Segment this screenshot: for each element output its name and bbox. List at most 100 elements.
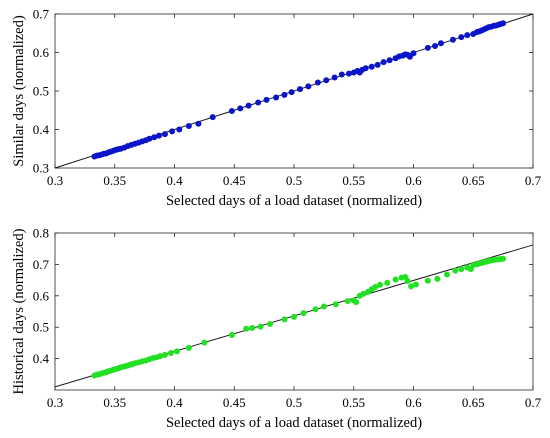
data-point	[404, 278, 411, 285]
y-axis-label: Similar days (normalized)	[11, 15, 27, 167]
data-point	[249, 324, 256, 331]
y-tick-label: 0.3	[33, 161, 49, 176]
data-point	[255, 99, 262, 106]
x-tick-label: 0.35	[103, 173, 126, 188]
data-point	[201, 339, 208, 346]
y-tick-label: 0.8	[33, 226, 49, 241]
data-point	[345, 70, 352, 77]
data-point	[323, 77, 330, 84]
y-tick-label: 0.4	[33, 351, 50, 366]
data-point	[408, 283, 415, 290]
data-point	[185, 123, 192, 130]
y-tick-label: 0.7	[33, 7, 50, 22]
data-point	[332, 301, 339, 308]
data-point	[500, 20, 507, 27]
data-point	[452, 267, 459, 274]
data-point	[257, 323, 264, 330]
x-tick-label: 0.6	[405, 395, 422, 410]
data-point	[167, 349, 174, 356]
data-point	[281, 316, 288, 323]
data-point	[155, 132, 162, 139]
x-tick-label: 0.3	[47, 395, 63, 410]
data-point	[374, 61, 381, 68]
data-point	[161, 131, 168, 138]
data-point	[157, 353, 164, 360]
data-point	[267, 321, 274, 328]
similar-days-scatter-panel: 0.3 0.35 0.4 0.45 0.5 0.55 0.6 0.65 0.7 0.3 0.4 0.5…	[11, 7, 542, 210]
data-point	[146, 135, 153, 142]
y-tick-label: 0.6	[33, 45, 50, 60]
x-tick-label: 0.45	[223, 395, 246, 410]
data-point	[320, 303, 327, 310]
data-point	[185, 344, 192, 351]
x-tick-label: 0.6	[405, 173, 422, 188]
data-point	[312, 306, 319, 313]
x-tick-label: 0.4	[166, 395, 183, 410]
data-point	[176, 126, 183, 133]
data-point	[161, 351, 168, 358]
data-point	[245, 102, 252, 109]
x-tick-label: 0.65	[462, 173, 485, 188]
x-tick-label: 0.55	[342, 395, 365, 410]
data-point	[380, 59, 387, 66]
x-tick-label: 0.3	[47, 173, 63, 188]
x-tick-label: 0.5	[286, 395, 302, 410]
data-point	[372, 284, 379, 291]
data-point	[243, 325, 250, 332]
data-point	[291, 313, 297, 320]
data-point	[458, 266, 465, 273]
data-point	[288, 89, 295, 96]
data-point	[263, 96, 270, 103]
data-point	[434, 275, 441, 282]
data-point	[458, 34, 465, 41]
data-point	[209, 114, 216, 121]
data-point	[392, 276, 399, 283]
data-point	[464, 32, 471, 39]
data-point	[237, 105, 244, 112]
data-point	[368, 63, 375, 70]
data-point	[151, 134, 158, 141]
x-tick-label: 0.4	[166, 173, 183, 188]
data-point	[437, 40, 444, 47]
data-point	[432, 42, 439, 49]
historical-days-scatter-panel: 0.3 0.35 0.4 0.45 0.5 0.55 0.6 0.65 0.7 0.4 0.5 0.6…	[11, 226, 542, 432]
data-point	[296, 86, 303, 93]
x-tick-label: 0.5	[286, 173, 302, 188]
x-axis-label: Selected days of a load dataset (normali…	[166, 415, 422, 431]
data-point	[443, 271, 450, 278]
x-tick-label: 0.55	[342, 173, 365, 188]
data-point	[273, 94, 280, 101]
y-tick-label: 0.5	[33, 84, 49, 99]
y-tick-label: 0.4	[33, 122, 50, 137]
data-point	[424, 277, 431, 284]
x-axis-label: Selected days of a load dataset (normali…	[166, 193, 422, 209]
x-tick-label: 0.45	[223, 173, 246, 188]
data-point	[305, 83, 312, 90]
data-point	[314, 79, 321, 86]
data-point	[338, 71, 345, 78]
data-point	[362, 65, 369, 72]
data-point	[228, 108, 235, 115]
x-tick-label: 0.7	[525, 173, 542, 188]
data-point	[449, 36, 456, 43]
data-point	[384, 279, 391, 286]
data-point	[377, 281, 384, 288]
data-point	[360, 290, 367, 297]
y-tick-label: 0.7	[33, 257, 50, 272]
data-point	[173, 348, 180, 355]
data-point	[228, 332, 235, 339]
data-point	[353, 299, 360, 306]
x-tick-label: 0.65	[462, 395, 485, 410]
data-point	[331, 74, 338, 81]
x-tick-label: 0.7	[525, 395, 542, 410]
data-point	[300, 310, 307, 317]
y-tick-label: 0.6	[33, 288, 50, 303]
data-point	[386, 57, 393, 64]
x-tick-label: 0.35	[103, 395, 126, 410]
data-point	[412, 281, 419, 288]
data-point	[424, 44, 431, 51]
data-point	[344, 298, 351, 305]
data-point	[281, 91, 288, 98]
data-point	[500, 255, 507, 262]
